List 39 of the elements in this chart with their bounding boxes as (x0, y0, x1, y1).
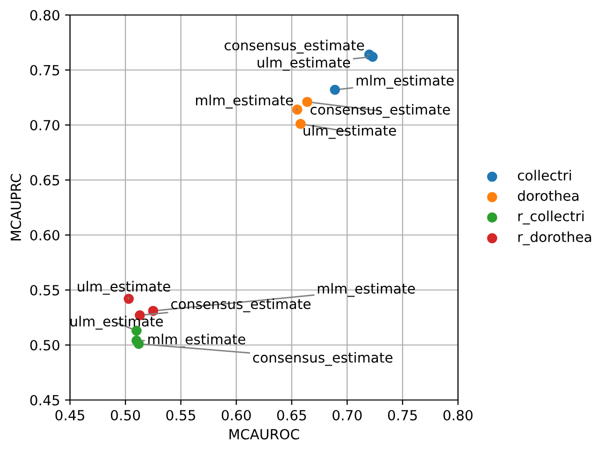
x-tick-label: 0.50 (110, 410, 140, 420)
annotation: ulm_estimate (304, 124, 396, 139)
y-tick-label: 0.80 (30, 10, 60, 20)
x-tick-label: 0.70 (332, 410, 362, 420)
annotation: consensus_estimate (253, 352, 392, 366)
annotation: consensus_estimate (224, 40, 364, 54)
annotation: mlm_estimate (196, 94, 294, 109)
point (134, 338, 144, 349)
y-tick-label: 0.55 (30, 284, 60, 296)
annotation: mlm_estimate (148, 334, 246, 348)
y-tick-label: 0.50 (30, 340, 60, 350)
legend-label: collectri (518, 170, 571, 181)
legend-label: dorothea (518, 190, 578, 201)
x-tick-label: 0.55 (166, 410, 196, 420)
x-tick-label: 0.60 (222, 410, 251, 420)
point (292, 104, 302, 115)
y-tick-label: 0.60 (30, 230, 60, 240)
y-tick-label: 0.65 (30, 174, 60, 186)
annotation: mlm_estimate (318, 282, 415, 297)
x-tick-label: 0.80 (443, 410, 473, 420)
annotation: mlm_estimate (356, 74, 454, 89)
point (368, 52, 378, 62)
x-tick-label: 0.45 (55, 410, 84, 420)
x-tick-label: 0.65 (277, 410, 306, 420)
y-axis-title: MCAUPRC (10, 174, 22, 240)
x-tick-label: 0.75 (388, 410, 417, 420)
y-tick-label: 0.45 (30, 394, 60, 406)
annotation: consensus_estimate (171, 298, 311, 312)
y-tick-label: 0.70 (30, 120, 60, 130)
point (302, 96, 312, 107)
y-tick-label: 0.75 (30, 64, 60, 76)
annotation: ulm_estimate (78, 280, 170, 295)
point (330, 84, 340, 95)
legend-label: r_collectri (518, 210, 584, 224)
x-axis-title: MCAUROC (230, 428, 300, 440)
annotation: ulm_estimate (258, 56, 350, 71)
legend-label: r_dorothea (518, 231, 592, 246)
annotation: ulm_estimate (70, 316, 163, 330)
annotation: consensus_estimate (310, 104, 450, 118)
